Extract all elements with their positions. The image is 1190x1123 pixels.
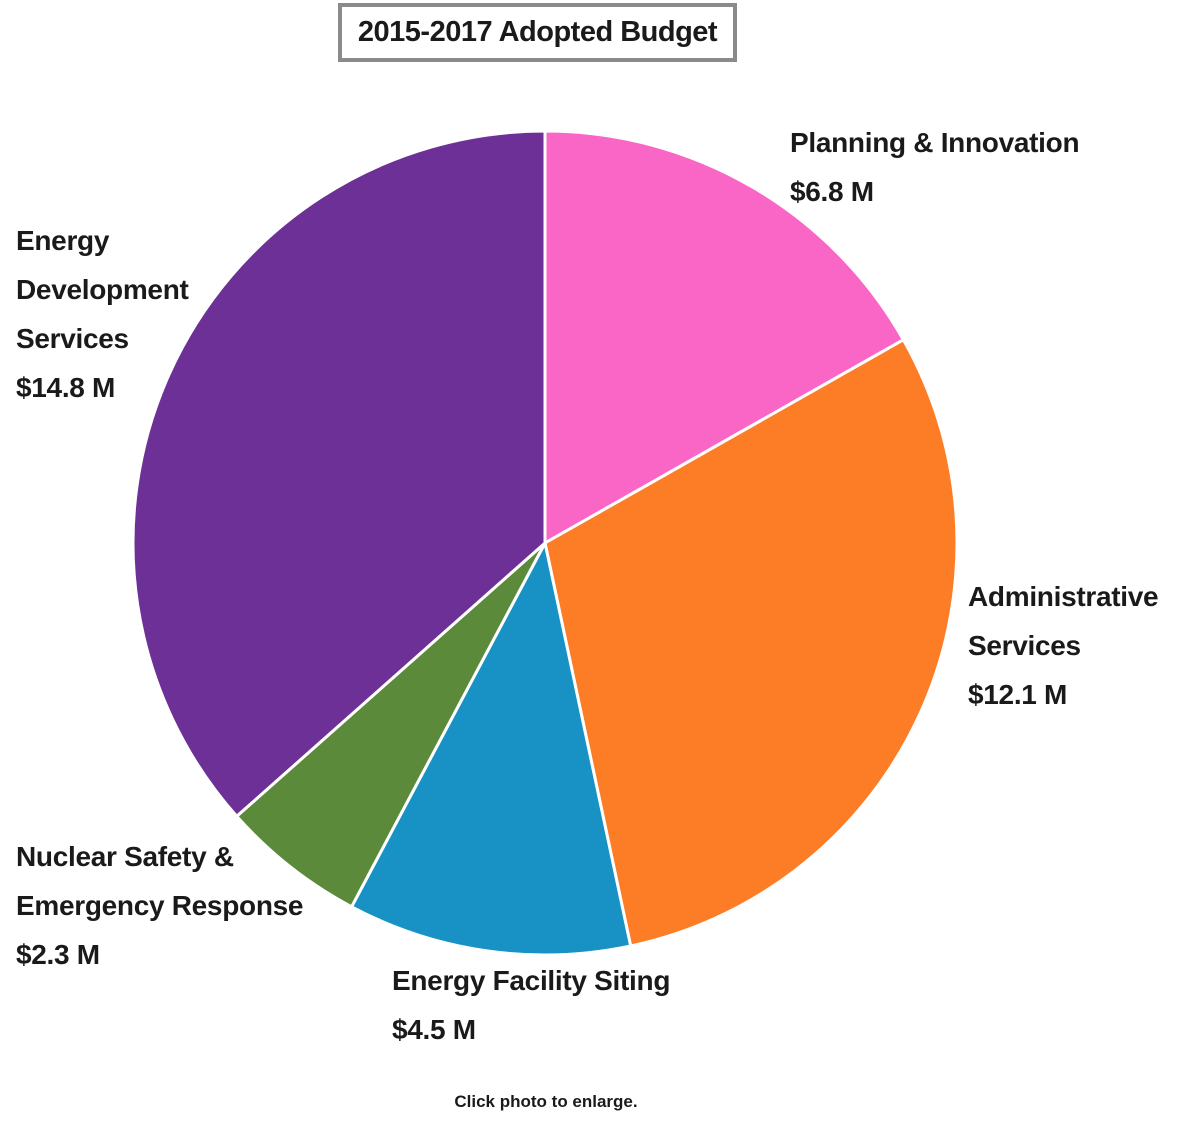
label-energy-facility-siting: Energy Facility Siting $4.5 M (392, 965, 671, 1045)
label-nuclear-safety-emergency-response: Nuclear Safety & Emergency Response $2.3… (16, 841, 304, 970)
chart-title: 2015-2017 Adopted Budget (357, 16, 718, 48)
label-administrative-services: Administrative Services $12.1 M (968, 581, 1159, 710)
label-planning-innovation: Planning & Innovation $6.8 M (790, 127, 1080, 207)
pie-slice-energy-development-services[interactable] (131, 129, 547, 818)
pie-slice-planning-innovation[interactable] (543, 129, 905, 545)
label-energy-development-services: Energy Development Services $14.8 M (16, 225, 189, 403)
pie-slice-energy-facility-siting[interactable] (350, 541, 633, 957)
pie-slice-nuclear-safety-emergency-response[interactable] (235, 541, 547, 909)
enlarge-caption: Click photo to enlarge. (454, 1092, 638, 1111)
pie-slice-administrative-services[interactable] (543, 338, 959, 948)
chart-title-box: 2015-2017 Adopted Budget (338, 3, 737, 62)
